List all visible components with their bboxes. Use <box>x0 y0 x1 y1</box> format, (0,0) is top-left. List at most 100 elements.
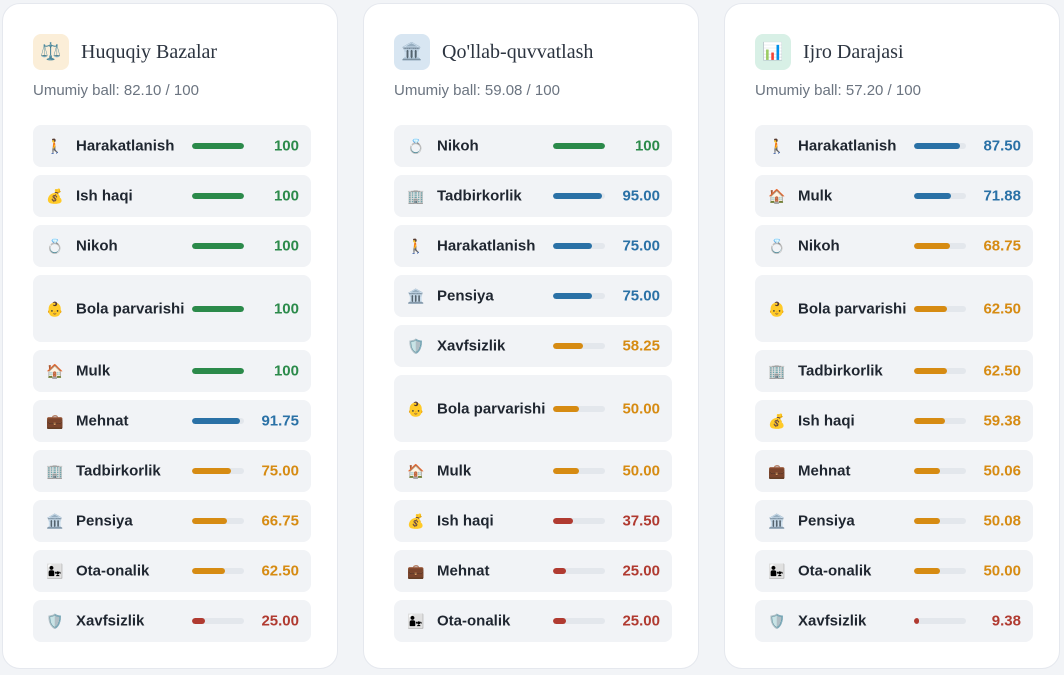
indicator-row: 🏛️ Pensiya 75.00 <box>394 275 672 317</box>
house-icon: 🏠 <box>46 363 64 379</box>
progress-track <box>553 518 605 524</box>
indicator-label: Xavfsizlik <box>798 612 867 630</box>
indicator-label: Tadbirkorlik <box>437 187 522 205</box>
progress-fill <box>192 243 244 249</box>
family-icon: 👨‍👧 <box>46 563 64 579</box>
progress-track <box>914 143 966 149</box>
indicator-row: 💰 Ish haqi 100 <box>33 175 311 217</box>
indicator-label: Ota-onalik <box>798 562 872 580</box>
money-bag-icon: 💰 <box>407 513 425 529</box>
progress-fill <box>192 193 244 199</box>
indicator-row: 🚶 Harakatlanish 100 <box>33 125 311 167</box>
ring-icon: 💍 <box>407 138 425 154</box>
briefcase-icon: 💼 <box>407 563 425 579</box>
indicator-row: 🏢 Tadbirkorlik 95.00 <box>394 175 672 217</box>
money-bag-icon: 💰 <box>46 188 64 204</box>
family-icon: 👨‍👧 <box>407 613 425 629</box>
indicator-row: 💍 Nikoh 68.75 <box>755 225 1033 267</box>
progress-track <box>192 418 244 424</box>
walking-person-icon: 🚶 <box>46 138 64 154</box>
indicator-row: 🛡️ Xavfsizlik 9.38 <box>755 600 1033 642</box>
scales-icon: ⚖️ <box>33 34 69 70</box>
progress-track <box>553 293 605 299</box>
indicator-row: 💼 Mehnat 25.00 <box>394 550 672 592</box>
progress-track <box>192 518 244 524</box>
indicator-label: Pensiya <box>798 512 855 530</box>
indicator-list: 🚶 Harakatlanish 100 💰 Ish haqi 100 💍 Nikoh 100 👶 B… <box>33 125 311 650</box>
office-building-icon: 🏢 <box>768 363 786 379</box>
indicator-value: 71.88 <box>983 187 1021 205</box>
indicator-value: 50.00 <box>622 400 660 417</box>
indicator-value: 62.50 <box>983 300 1021 317</box>
indicator-value: 58.25 <box>622 337 660 355</box>
indicator-value: 68.75 <box>983 237 1021 255</box>
progress-fill <box>914 468 941 474</box>
card-header: ⚖️ Huquqiy Bazalar <box>33 34 217 70</box>
indicator-row: 🚶 Harakatlanish 75.00 <box>394 225 672 267</box>
indicator-value: 62.50 <box>983 362 1021 380</box>
progress-fill <box>192 143 244 149</box>
progress-fill <box>914 568 940 574</box>
progress-fill <box>553 243 592 249</box>
indicator-row: 🏢 Tadbirkorlik 75.00 <box>33 450 311 492</box>
progress-track <box>192 243 244 249</box>
indicator-label: Ota-onalik <box>76 562 150 580</box>
shield-icon: 🛡️ <box>407 338 425 354</box>
indicator-label: Bola parvarishi <box>76 300 185 317</box>
indicator-row: 💍 Nikoh 100 <box>33 225 311 267</box>
progress-track <box>914 468 966 474</box>
indicator-row: 🏛️ Pensiya 66.75 <box>33 500 311 542</box>
card-title: Qo'llab-quvvatlash <box>442 40 594 63</box>
indicator-value: 75.00 <box>622 287 660 305</box>
progress-fill <box>914 368 947 374</box>
indicator-label: Harakatlanish <box>798 137 897 155</box>
progress-fill <box>192 468 231 474</box>
overall-score: Umumiy ball: 82.10 / 100 <box>33 82 199 99</box>
indicator-label: Bola parvarishi <box>798 300 907 317</box>
progress-track <box>553 468 605 474</box>
indicator-value: 95.00 <box>622 187 660 205</box>
indicator-value: 25.00 <box>622 612 660 630</box>
progress-track <box>914 568 966 574</box>
card-header: 🏛️ Qo'llab-quvvatlash <box>394 34 593 70</box>
indicator-label: Mehnat <box>798 462 851 480</box>
progress-fill <box>553 143 605 149</box>
progress-fill <box>192 368 244 374</box>
overall-score: Umumiy ball: 59.08 / 100 <box>394 82 560 99</box>
indicator-value: 50.06 <box>983 462 1021 480</box>
indicator-label: Harakatlanish <box>76 137 175 155</box>
progress-fill <box>553 468 579 474</box>
progress-track <box>553 618 605 624</box>
progress-track <box>553 243 605 249</box>
progress-fill <box>553 343 584 349</box>
indicator-value: 62.50 <box>261 562 299 580</box>
baby-icon: 👶 <box>46 300 64 317</box>
indicator-value: 59.38 <box>983 412 1021 430</box>
progress-fill <box>192 418 240 424</box>
walking-person-icon: 🚶 <box>768 138 786 154</box>
indicator-value: 66.75 <box>261 512 299 530</box>
indicator-row: 👶 Bola parvarishi 100 <box>33 275 311 342</box>
indicator-value: 50.08 <box>983 512 1021 530</box>
indicator-label: Harakatlanish <box>437 237 536 255</box>
briefcase-icon: 💼 <box>46 413 64 429</box>
progress-fill <box>914 143 960 149</box>
progress-track <box>553 568 605 574</box>
institution-icon: 🏛️ <box>46 513 64 529</box>
indicator-label: Tadbirkorlik <box>798 362 883 380</box>
progress-track <box>192 568 244 574</box>
progress-track <box>553 143 605 149</box>
progress-fill <box>192 518 227 524</box>
indicator-value: 100 <box>273 237 299 255</box>
institution-icon: 🏛️ <box>394 34 430 70</box>
progress-track <box>914 518 966 524</box>
indicator-row: 💰 Ish haqi 59.38 <box>755 400 1033 442</box>
progress-fill <box>553 618 566 624</box>
house-icon: 🏠 <box>407 463 425 479</box>
progress-track <box>914 368 966 374</box>
ring-icon: 💍 <box>768 238 786 254</box>
indicator-label: Mehnat <box>76 412 129 430</box>
indicator-label: Ota-onalik <box>437 612 511 630</box>
indicator-row: 🏠 Mulk 71.88 <box>755 175 1033 217</box>
